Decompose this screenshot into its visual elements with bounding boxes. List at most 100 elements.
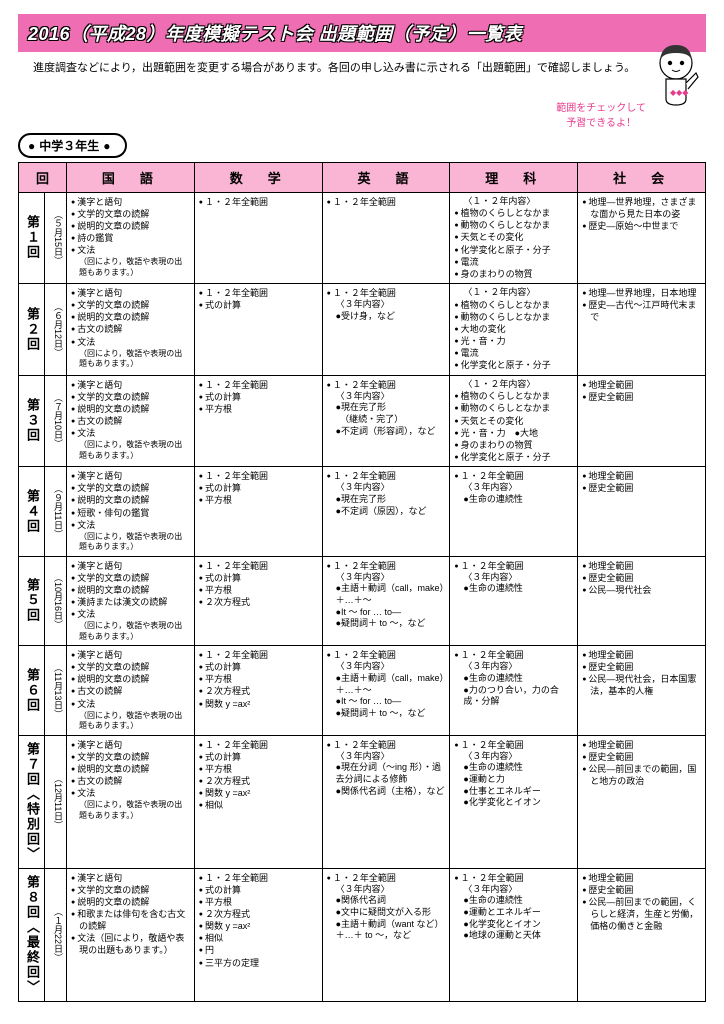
list-item: 化学変化と原子・分子 [454,244,573,256]
sub-line: ●不定詞（原因），など [327,506,446,518]
cell-kokugo: 漢字と語句文学的文章の読解説明的文章の読解古文の読解文法（回により，敬語や表現の… [67,646,195,735]
cell-rika: １・２年全範囲〈３年内容〉●生命の連続性●運動とエネルギー●化学変化とイオン●地… [450,868,578,1001]
sub-line: ●主語＋動詞（want など）＋…＋ to ～，など [327,919,446,942]
list-item: 漢詩または漢文の読解 [71,596,190,608]
sub-line: ●現在完了形 [327,402,446,414]
list-item: 歴史全範囲 [582,482,701,494]
list-item: １・２年全範囲 [327,470,446,482]
list-item: 式の計算 [199,572,318,584]
sub-line: ●地球の運動と天体 [454,930,573,942]
cell-kokugo: 漢字と語句文学的文章の読解説明的文章の読解古文の読解文法（回により，敬語や表現の… [67,375,195,467]
list-item: 説明的文章の読解 [71,896,190,908]
list-item: 式の計算 [199,482,318,494]
list-item: 漢字と語句 [71,739,190,751]
cell-eigo: １・２年全範囲〈３年内容〉●現在分詞（～ing 形）・過去分詞による修飾●関係代… [322,735,450,868]
sub-line: 〈３年内容〉 [327,391,446,403]
table-row: 第６回（11月13日）漢字と語句文学的文章の読解説明的文章の読解古文の読解文法（… [19,646,706,735]
list-item: 漢字と語句 [71,470,190,482]
cell-eigo: １・２年全範囲〈３年内容〉●現在完了形●不定詞（原因），など [322,467,450,556]
list-item: 歴史全範囲 [582,751,701,763]
bubble-line1: 範囲をチェックして [556,99,646,114]
table-row: 第２回（６月12日）漢字と語句文学的文章の読解説明的文章の読解古文の読解文法（回… [19,284,706,376]
speech-bubble: 範囲をチェックして 予習できるよ！ [556,99,646,129]
round-label: 第３回 [19,375,45,467]
cell-kokugo: 漢字と語句文学的文章の読解説明的文章の読解短歌・俳句の鑑賞文法（回により，敬語や… [67,467,195,556]
round-label: 第６回 [19,646,45,735]
cell-shakai: 地理全範囲歴史全範囲公民―現代社会 [578,556,706,645]
cell-eigo: １・２年全範囲〈３年内容〉●関係代名詞●文中に疑問文が入る形●主語＋動詞（wan… [322,868,450,1001]
list-item: 光・音・力 [454,335,573,347]
list-item: 文法 [71,427,190,439]
list-item: 動物のくらしとなかま [454,402,573,414]
cell-kokugo: 漢字と語句文学的文章の読解説明的文章の読解漢詩または漢文の読解文法（回により，敬… [67,556,195,645]
list-item: 関数 y =ax² [199,920,318,932]
round-label: 第２回 [19,284,45,376]
list-item: 文学的文章の読解 [71,884,190,896]
list-item: 平方根 [199,494,318,506]
cell-eigo: １・２年全範囲〈３年内容〉●主語＋動詞（call，make）＋…＋～●It ～ … [322,556,450,645]
th-kokugo: 国 語 [67,162,195,192]
cell-sugaku: １・２年全範囲式の計算平方根２次方程式関数 y =ax²相似円三平方の定理 [194,868,322,1001]
kokugo-note: （回により，敬語や表現の出題もあります。） [71,800,190,821]
list-item: １・２年全範囲 [454,560,573,572]
cell-eigo: １・２年全範囲〈３年内容〉●現在完了形 （継続・完了）●不定詞（形容詞），など [322,375,450,467]
sub-line: ●化学変化とイオン [454,797,573,809]
list-item: 短歌・俳句の鑑賞 [71,507,190,519]
list-item: 関数 y =ax² [199,698,318,710]
cell-kokugo: 漢字と語句文学的文章の読解説明的文章の読解詩の鑑賞文法（回により，敬語や表現の出… [67,192,195,284]
list-item: 公民―前回までの範囲，国と地方の政治 [582,763,701,787]
kokugo-note: （回により，敬語や表現の出題もあります。） [71,257,190,278]
round-label: 第５回 [19,556,45,645]
list-item: 電流 [454,256,573,268]
cell-rika: １・２年全範囲〈３年内容〉●生命の連続性●運動と力●仕事とエネルギー●化学変化と… [450,735,578,868]
intro-text: 進度調査などにより，出題範囲を変更する場合があります。各回の申し込み書に示される… [22,60,702,77]
sub-line: ●現在分詞（～ing 形）・過去分詞による修飾 [327,762,446,785]
list-item: 地理全範囲 [582,649,701,661]
grade-pill: 中学３年生 [18,133,127,158]
sub-line: 〈３年内容〉 [454,482,573,494]
list-item: 歴史全範囲 [582,572,701,584]
sub-line: ●力のつり合い，力の合成・分解 [454,685,573,708]
cell-sugaku: １・２年全範囲式の計算平方根 [194,375,322,467]
list-item: １・２年全範囲 [327,872,446,884]
cell-sugaku: １・２年全範囲 [194,192,322,284]
list-item: 平方根 [199,403,318,415]
list-item: 文法 [71,519,190,531]
list-item: 文学的文章の読解 [71,482,190,494]
list-item: 動物のくらしとなかま [454,311,573,323]
round-date: （７月10日） [45,375,67,467]
list-item: 地理全範囲 [582,560,701,572]
list-item: １・２年全範囲 [199,470,318,482]
bubble-line2: 予習できるよ！ [556,114,646,129]
list-item: １・２年全範囲 [327,649,446,661]
list-item: 歴史―古代～江戸時代末まで [582,299,701,323]
sub-line: 〈３年内容〉 [327,661,446,673]
sub-line: ●It ～ for … to― [327,696,446,708]
sub-line: ●生命の連続性 [454,895,573,907]
sub-line: ●It ～ for … to― [327,607,446,619]
list-item: 大地の変化 [454,323,573,335]
list-item: 文学的文章の読解 [71,572,190,584]
list-item: 文法 [71,336,190,348]
list-item: 古文の読解 [71,775,190,787]
round-date: （10月16日） [45,556,67,645]
cell-rika: １・２年全範囲〈３年内容〉●生命の連続性 [450,556,578,645]
list-item: 地理全範囲 [582,379,701,391]
kokugo-note: （回により，敬語や表現の出題もあります。） [71,440,190,461]
rika-head: 〈１・２年内容〉 [454,287,573,299]
round-label: 第７回︿特別回﹀ [19,735,45,868]
sub-line: 〈３年内容〉 [327,572,446,584]
cell-rika: 〈１・２年内容〉植物のくらしとなかま動物のくらしとなかま大地の変化光・音・力電流… [450,284,578,376]
list-item: 平方根 [199,763,318,775]
cell-rika: 〈１・２年内容〉植物のくらしとなかま動物のくらしとなかま天気とその変化光・音・力… [450,375,578,467]
sub-line: ●主語＋動詞（call，make）＋…＋～ [327,673,446,696]
list-item: 天気とその変化 [454,231,573,243]
sub-line: ●主語＋動詞（call，make）＋…＋～ [327,583,446,606]
list-item: ２次方程式 [199,596,318,608]
list-item: 説明的文章の読解 [71,494,190,506]
sub-line: ●生命の連続性 [454,583,573,595]
list-item: 地理―世界地理，さまざまな面から見た日本の姿 [582,196,701,220]
list-item: 式の計算 [199,391,318,403]
kokugo-note: （回により，敬語や表現の出題もあります。） [71,532,190,553]
sub-line: ●生命の連続性 [454,762,573,774]
